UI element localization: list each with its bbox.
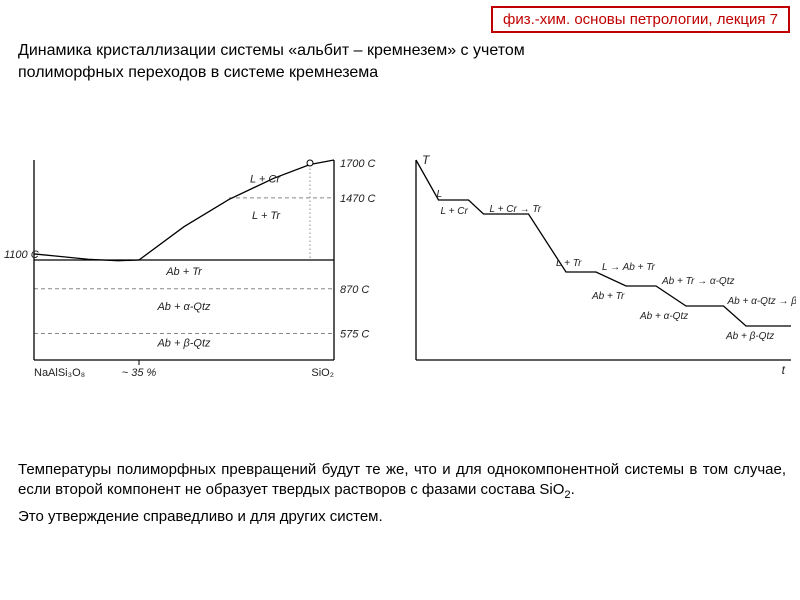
svg-text:Ab + α-Qtz: Ab + α-Qtz	[156, 301, 211, 313]
svg-text:L → Ab + Tr: L → Ab + Tr	[602, 262, 656, 273]
phase-diagram-left: 1700 C 1470 C 870 C 575 C 1100 C L + Cr L + Tr…	[4, 150, 384, 400]
svg-text:Ab + β-Qtz: Ab + β-Qtz	[725, 331, 774, 342]
svg-text:Ab + α-Qtz: Ab + α-Qtz	[639, 311, 688, 322]
svg-text:1100 C: 1100 C	[4, 249, 39, 261]
lecture-header: физ.-хим. основы петрологии, лекция 7	[491, 6, 790, 33]
svg-text:Ab + Tr: Ab + Tr	[165, 266, 203, 278]
body-p1b: .	[571, 481, 575, 498]
body-p1a: Температуры полиморфных превращений буду…	[18, 461, 786, 498]
svg-text:L + Cr: L + Cr	[441, 206, 469, 217]
svg-text:T: T	[422, 153, 431, 167]
title-line-1: Динамика кристаллизации системы «альбит …	[18, 42, 525, 59]
body-p2: Это утверждение справедливо и для других…	[18, 507, 786, 527]
svg-text:t: t	[782, 363, 786, 377]
svg-text:Ab + Tr → α-Qtz: Ab + Tr → α-Qtz	[661, 276, 734, 287]
svg-text:~ 35 %: ~ 35 %	[122, 367, 157, 379]
svg-text:1470 C: 1470 C	[340, 193, 376, 205]
svg-text:L + Tr: L + Tr	[252, 210, 281, 222]
cooling-curve-right: Tt L L + Cr L + Cr → Tr L + Tr L → Ab + Tr Ab …	[396, 150, 796, 400]
svg-text:Ab + β-Qtz: Ab + β-Qtz	[156, 337, 211, 349]
svg-text:870 C: 870 C	[340, 284, 369, 296]
body-text: Температуры полиморфных превращений буду…	[18, 460, 786, 532]
svg-text:SiO₂: SiO₂	[311, 367, 334, 379]
svg-text:L + Cr: L + Cr	[250, 174, 281, 186]
svg-text:575 C: 575 C	[340, 328, 369, 340]
svg-text:NaAlSi₃O₈: NaAlSi₃O₈	[34, 367, 85, 379]
title-line-2: полиморфных переходов в системе кремнезе…	[18, 64, 378, 81]
svg-text:Ab + α-Qtz → β-Qtz: Ab + α-Qtz → β-Qtz	[727, 296, 797, 307]
svg-text:1700 C: 1700 C	[340, 158, 376, 170]
svg-text:L + Tr: L + Tr	[556, 258, 582, 269]
svg-text:L: L	[437, 189, 443, 200]
page-title: Динамика кристаллизации системы «альбит …	[18, 40, 786, 83]
svg-text:L + Cr → Tr: L + Cr → Tr	[490, 204, 542, 215]
svg-text:Ab + Tr: Ab + Tr	[591, 291, 625, 302]
